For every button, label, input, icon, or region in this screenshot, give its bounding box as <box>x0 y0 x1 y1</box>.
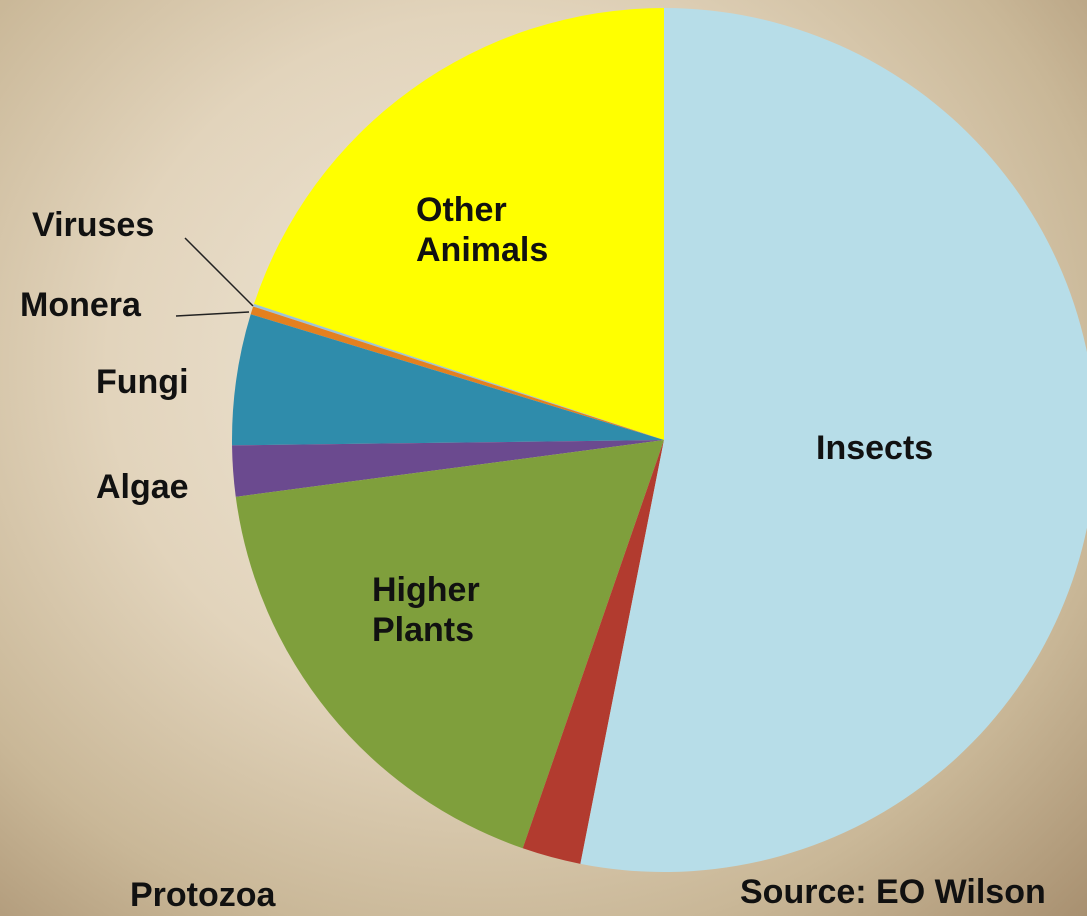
slice-label: Algae <box>96 468 189 506</box>
pie-slice <box>522 440 664 864</box>
slice-label: Viruses <box>32 206 155 244</box>
slice-label: Insects <box>816 429 934 467</box>
pie-slice <box>580 8 1087 872</box>
pie-slice <box>235 440 664 849</box>
pie-slice <box>253 8 664 440</box>
pie-slice <box>232 314 664 446</box>
source: Source: EO Wilson <box>740 873 1046 911</box>
slice-label: Other Animals <box>416 191 549 269</box>
slice-label: Protozoa <box>130 876 276 914</box>
leader-line <box>184 237 254 307</box>
pie-slice <box>232 440 664 497</box>
pie-slice <box>250 306 665 440</box>
pie-slice <box>253 303 664 440</box>
slice-label: Monera <box>20 286 141 324</box>
slice-label: Fungi <box>96 363 189 401</box>
slice-label: Higher Plants <box>372 571 480 649</box>
leader-line <box>175 311 250 317</box>
